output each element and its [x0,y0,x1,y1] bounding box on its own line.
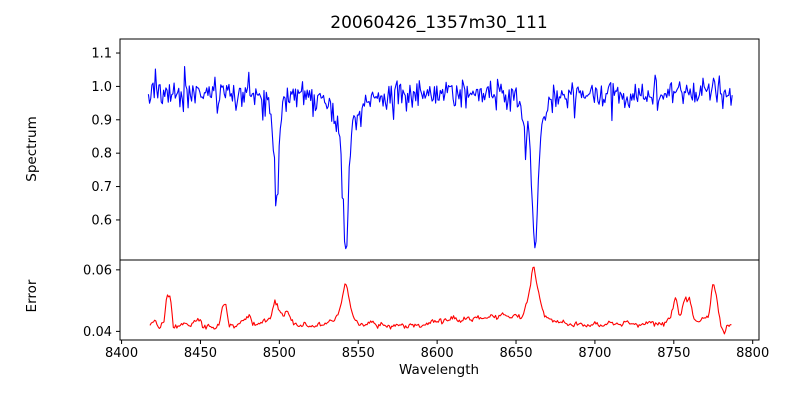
spectrum-ytick-label: 1.1 [91,47,112,62]
wavelength-tick-label: 8600 [421,346,454,361]
wavelength-tick-label: 8400 [105,346,138,361]
wavelength-tick-label: 8550 [342,346,375,361]
spectrum-ytick-label: 0.6 [91,213,112,228]
spectrum-ytick-label: 0.7 [91,180,112,195]
error-y-axis-label: Error [24,279,40,312]
spectrum-ytick-label: 0.8 [91,147,112,162]
axis-ticks [116,52,754,344]
error-ytick-label: 0.04 [83,325,112,340]
chart-title: 20060426_1357m30_111 [330,13,547,33]
wavelength-tick-label: 8700 [578,346,611,361]
wavelength-tick-label: 8750 [657,346,690,361]
spectrum-ytick-label: 1.0 [91,80,112,95]
error-line [149,266,732,335]
wavelength-tick-label: 8450 [184,346,217,361]
axis-tick-labels: 0.6 0.7 0.8 0.9 1.0 1.1 0.04 0.06 8400 8450 8500 85… [83,47,769,361]
error-ytick-label: 0.06 [83,263,112,278]
wavelength-tick-label: 8500 [263,346,296,361]
x-axis-label: Wavelength [399,362,479,378]
spectrum-y-axis-label: Spectrum [24,116,40,181]
spectrum-ytick-label: 0.9 [91,113,112,128]
wavelength-tick-label: 8650 [499,346,532,361]
wavelength-tick-label: 8800 [736,346,769,361]
axes-spines [119,38,760,341]
spectrum-line [147,66,733,250]
